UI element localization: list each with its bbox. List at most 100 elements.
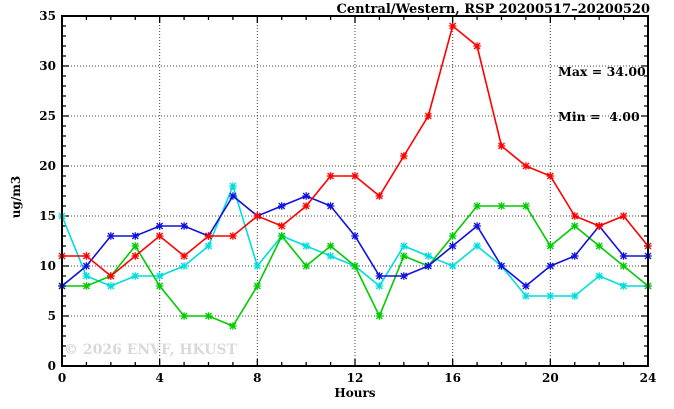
cyan-line-marker <box>253 262 262 270</box>
blue-line-marker <box>229 192 237 200</box>
red-line-marker <box>131 252 140 260</box>
red-line-marker <box>448 22 457 30</box>
cyan-line-marker <box>302 242 310 250</box>
green-line-marker <box>180 312 188 320</box>
red-line-marker <box>155 232 164 240</box>
red-line-marker <box>497 142 506 150</box>
green-line-marker <box>497 202 506 210</box>
red-line-marker <box>180 252 188 260</box>
green-line-marker <box>570 222 579 230</box>
green-line-marker <box>546 242 555 250</box>
red-line-marker <box>546 172 555 180</box>
x-tick-label: 20 <box>541 371 559 385</box>
cyan-line-marker <box>448 262 457 270</box>
cyan-line-marker <box>473 242 481 250</box>
y-tick-label: 35 <box>39 9 56 23</box>
cyan-line-marker <box>619 282 628 290</box>
blue-line-marker <box>302 192 310 200</box>
cyan-line-marker <box>131 272 140 280</box>
cyan-line-marker <box>375 282 384 290</box>
green-line-marker <box>253 282 262 290</box>
red-line-marker <box>522 162 530 170</box>
blue-line-marker <box>570 252 579 260</box>
blue-line-marker <box>522 282 530 290</box>
green-line-marker <box>155 282 164 290</box>
x-tick-label: 24 <box>639 371 657 385</box>
y-tick-label: 10 <box>39 259 56 273</box>
cyan-line-marker <box>400 242 408 250</box>
cyan-line-marker <box>546 292 555 300</box>
x-axis-label: Hours <box>334 386 376 400</box>
green-line-marker <box>326 242 335 250</box>
x-tick-label: 0 <box>57 371 67 385</box>
cyan-line-marker <box>595 272 603 280</box>
blue-line-marker <box>375 272 384 280</box>
green-line-marker <box>473 202 481 210</box>
plot-frame <box>61 15 649 367</box>
cyan-line-marker <box>82 272 91 280</box>
x-tick-label: 4 <box>155 371 164 385</box>
y-tick-label: 30 <box>39 59 56 73</box>
cyan-line-marker <box>424 252 433 260</box>
y-tick-label: 15 <box>39 209 56 223</box>
y-tick-label: 5 <box>47 309 56 323</box>
blue-line-marker <box>351 232 359 240</box>
green-line-marker <box>82 282 91 290</box>
red-line-marker <box>375 192 384 200</box>
blue-line-marker <box>326 202 335 210</box>
cyan-line-marker <box>155 272 164 280</box>
blue-line-marker <box>497 262 506 270</box>
red-line-marker <box>424 112 433 120</box>
cyan-line-marker <box>522 292 530 300</box>
blue-line-marker <box>619 252 628 260</box>
green-line-marker <box>619 262 628 270</box>
x-tick-label: 8 <box>253 371 262 385</box>
blue-line-marker <box>82 262 91 270</box>
cyan-line-marker <box>326 252 335 260</box>
red-line-marker <box>619 212 628 220</box>
cyan-line-marker <box>180 262 188 270</box>
red-line-marker <box>351 172 359 180</box>
red-line-marker <box>82 252 91 260</box>
blue-line-marker <box>131 232 140 240</box>
blue-line-marker <box>107 232 115 240</box>
blue-line-marker <box>546 262 555 270</box>
blue-line-marker <box>155 222 164 230</box>
blue-line-marker <box>277 202 286 210</box>
red-line-marker <box>229 232 237 240</box>
chart-title: Central/Western, RSP 20200517–20200520 <box>336 2 650 17</box>
blue-line-marker <box>400 272 408 280</box>
cyan-line-marker <box>107 282 115 290</box>
blue-line-marker <box>424 262 433 270</box>
red-line-marker <box>277 222 286 230</box>
green-line-marker <box>595 242 603 250</box>
green-line-marker <box>448 232 457 240</box>
green-line-marker <box>204 312 213 320</box>
max-value-label: Max = 34.00 <box>558 64 646 79</box>
green-line-marker <box>522 202 530 210</box>
cyan-line-marker <box>204 242 213 250</box>
cyan-line-marker <box>570 292 579 300</box>
x-tick-label: 12 <box>346 371 364 385</box>
red-line-marker <box>107 272 115 280</box>
green-line-marker <box>400 252 408 260</box>
y-tick-label: 20 <box>39 159 56 173</box>
red-line-marker <box>204 232 213 240</box>
blue-line-marker <box>448 242 457 250</box>
red-line-marker <box>400 152 408 160</box>
y-tick-label: 25 <box>39 109 56 123</box>
green-line-marker <box>277 232 286 240</box>
green-line-marker <box>131 242 140 250</box>
x-tick-label: 16 <box>444 371 461 385</box>
blue-line-marker <box>180 222 188 230</box>
cyan-line-marker <box>229 182 237 190</box>
green-line-marker <box>375 312 384 320</box>
red-line-marker <box>570 212 579 220</box>
y-tick-label: 0 <box>47 359 56 373</box>
max-min-annotation: Max = 34.00 Min = 4.00 <box>558 34 646 154</box>
green-line-marker <box>302 262 310 270</box>
red-line-marker <box>595 222 603 230</box>
green-line-marker <box>229 322 237 330</box>
